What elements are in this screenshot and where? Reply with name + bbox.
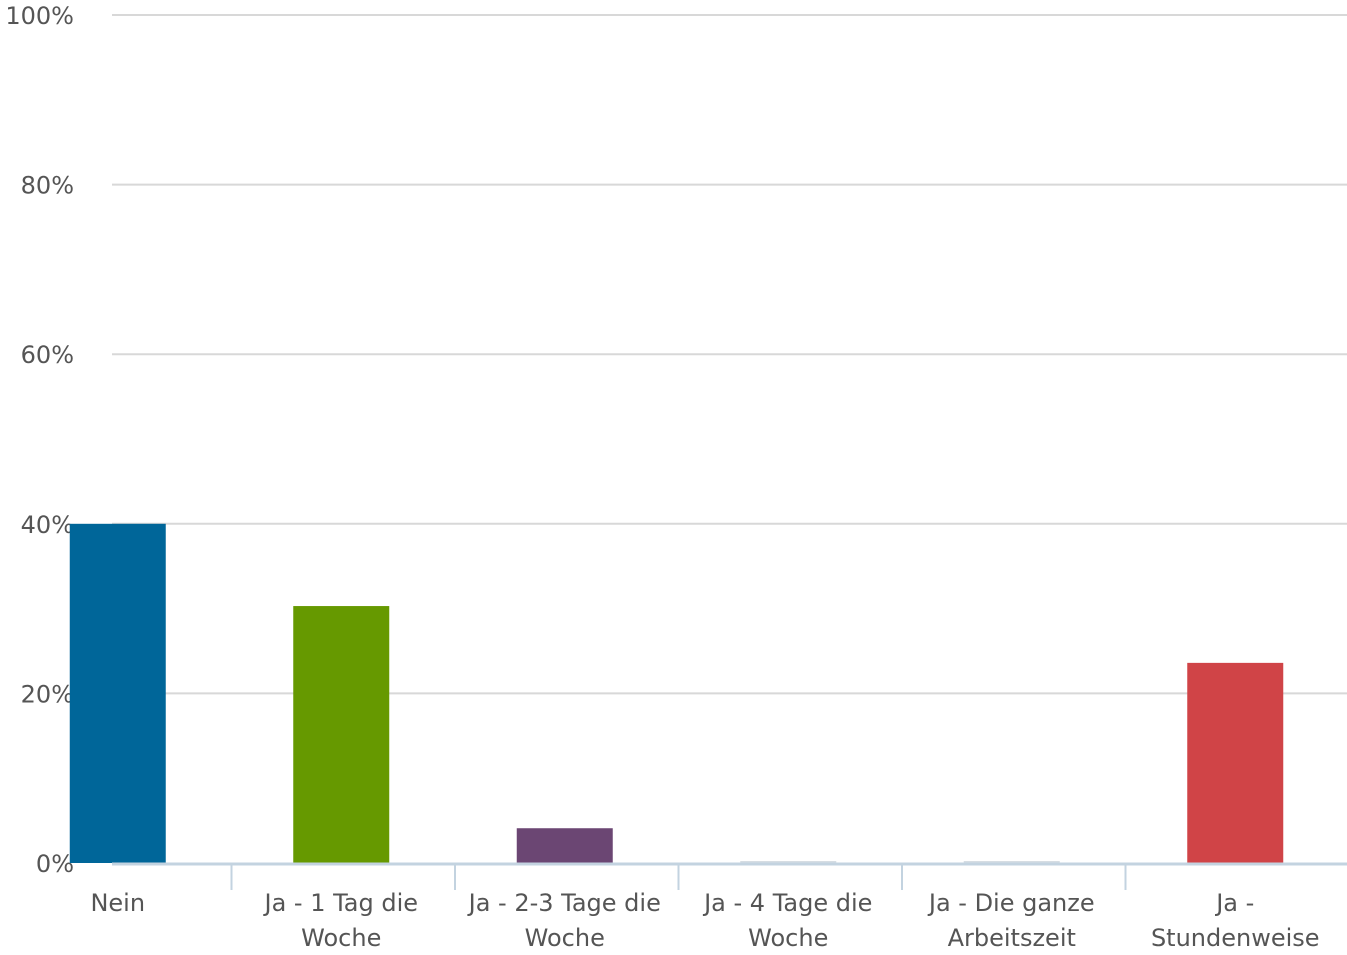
y-tick-label: 80% <box>21 172 74 200</box>
x-tick-label: Ja - <box>1214 889 1254 917</box>
bars <box>69 523 1284 863</box>
bar-1 <box>293 606 390 863</box>
x-axis-tick-labels: Nein Ja - 1 Tag die Woche Ja - 2-3 Tage die… <box>90 889 1320 952</box>
y-tick-label: 100% <box>5 2 74 30</box>
x-tick-label: Ja - 1 Tag die <box>262 889 418 917</box>
x-tick-label: Woche <box>748 924 828 951</box>
y-axis-tick-labels: 0% 20% 40% 60% 80% 100% <box>5 2 74 878</box>
y-tick-label: 20% <box>21 680 74 708</box>
x-tick-label: Nein <box>90 889 145 917</box>
x-axis <box>112 862 1347 890</box>
y-tick-label: 0% <box>36 850 74 878</box>
x-tick-label: Arbeitszeit <box>948 924 1076 951</box>
x-tick-label: Stundenweise <box>1151 924 1320 951</box>
y-tick-label: 60% <box>21 341 74 369</box>
x-tick-label: Ja - Die ganze <box>927 889 1095 917</box>
bar-0 <box>69 523 166 863</box>
x-tick-label: Ja - 4 Tage die <box>702 889 872 917</box>
grid-lines <box>112 14 1347 695</box>
bar-5 <box>1187 662 1284 863</box>
bar-2 <box>516 828 613 863</box>
x-tick-label: Woche <box>301 924 381 951</box>
bar-4 <box>963 861 1060 863</box>
y-tick-label: 40% <box>21 511 74 539</box>
x-tick-label: Woche <box>525 924 605 951</box>
x-tick-label: Ja - 2-3 Tage die <box>467 889 661 917</box>
bar-3 <box>740 861 837 863</box>
